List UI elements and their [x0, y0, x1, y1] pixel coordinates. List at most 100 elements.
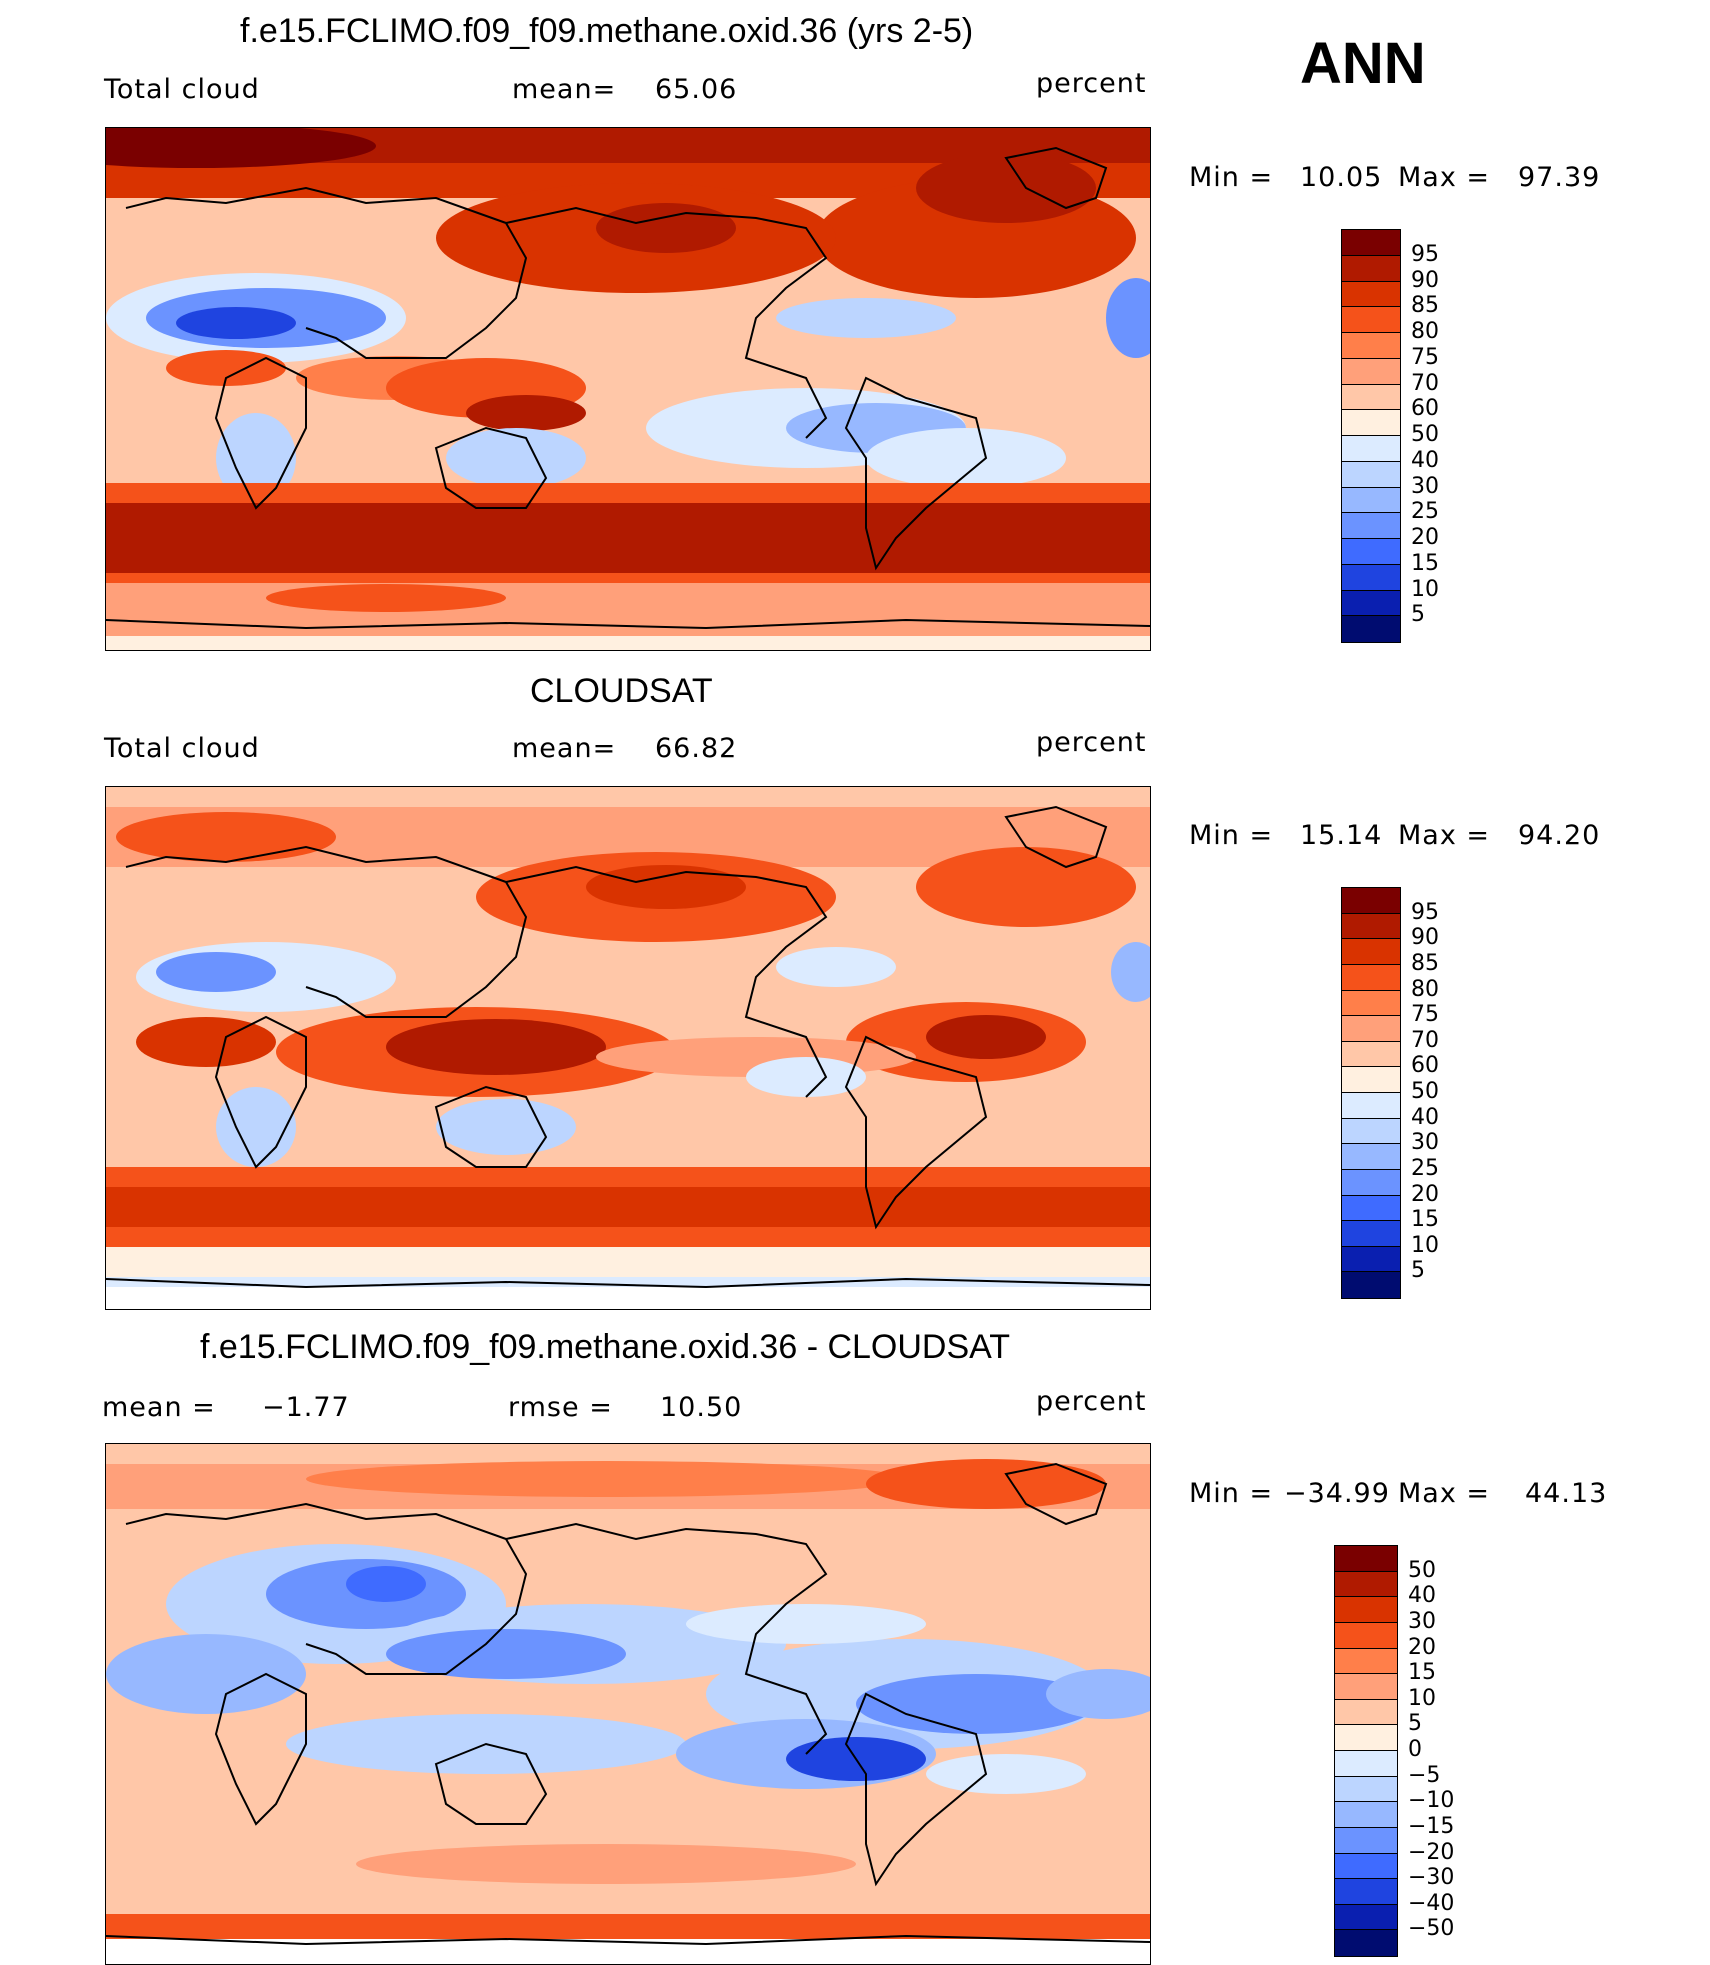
colorbar-tick-label: 75 [1411, 344, 1439, 370]
colorbar-tick-label: −20 [1408, 1839, 1455, 1865]
colorbar-swatch [1335, 1930, 1397, 1956]
colorbar-tick-label: 15 [1411, 1207, 1439, 1233]
panel-2-field-label: Total cloud [104, 733, 260, 764]
panel-3-min-value: −34.99 [1284, 1478, 1390, 1509]
panel-1-contour-field [106, 128, 1150, 650]
colorbar-swatch [1342, 1246, 1400, 1273]
colorbar-swatch [1342, 1221, 1400, 1247]
colorbar-tick-label: 60 [1411, 396, 1439, 422]
colorbar-tick-label: 5 [1411, 1258, 1425, 1284]
colorbar-swatch [1335, 1725, 1397, 1751]
colorbar-tick-label: 85 [1411, 293, 1439, 319]
colorbar-swatch [1335, 1699, 1397, 1726]
panel-3-rmse-value: 10.50 [660, 1392, 743, 1423]
panel-1-field-label: Total cloud [104, 74, 260, 105]
panel-3-min-label: Min = [1189, 1478, 1274, 1509]
colorbar-swatch [1335, 1904, 1397, 1931]
colorbar-tick-label: 50 [1408, 1557, 1436, 1583]
colorbar-tick-label: 30 [1411, 473, 1439, 499]
colorbar-swatch [1342, 913, 1400, 940]
panel-1-colorbar [1341, 229, 1401, 643]
colorbar-swatch [1342, 461, 1400, 488]
colorbar-swatch [1342, 230, 1400, 256]
colorbar-tick-label: 60 [1411, 1053, 1439, 1079]
colorbar-swatch [1342, 990, 1400, 1017]
colorbar-swatch [1342, 358, 1400, 385]
colorbar-swatch [1342, 513, 1400, 539]
panel-2-max-value: 94.20 [1518, 820, 1601, 851]
colorbar-swatch [1342, 410, 1400, 436]
season-label: ANN [1300, 31, 1426, 96]
colorbar-tick-label: 10 [1408, 1685, 1436, 1711]
colorbar-tick-label: 0 [1408, 1737, 1422, 1762]
panel-3-contour-field [106, 1444, 1150, 1964]
panel-1-mean-value: 65.06 [655, 74, 738, 105]
colorbar-tick-label: 70 [1411, 370, 1439, 396]
colorbar-swatch [1335, 1802, 1397, 1828]
panel-3-mean-label: mean = [102, 1392, 216, 1423]
colorbar-swatch [1335, 1571, 1397, 1598]
colorbar-swatch [1342, 487, 1400, 514]
panel-1-min-label: Min = [1189, 162, 1274, 193]
colorbar-tick-label: 95 [1411, 899, 1439, 925]
panel-3-max-value: 44.13 [1525, 1478, 1608, 1509]
colorbar-swatch [1342, 1144, 1400, 1170]
colorbar-swatch [1342, 1016, 1400, 1042]
colorbar-tick-label: 25 [1411, 499, 1439, 525]
panel-2-map [105, 786, 1151, 1310]
panel-2-units: percent [1036, 727, 1147, 758]
colorbar-swatch [1335, 1776, 1397, 1803]
colorbar-swatch [1342, 1041, 1400, 1068]
colorbar-tick-label: −40 [1408, 1890, 1455, 1916]
colorbar-swatch [1335, 1648, 1397, 1675]
colorbar-tick-label: 30 [1408, 1608, 1436, 1634]
colorbar-tick-label: 10 [1411, 1232, 1439, 1258]
panel-3-mean-value: −1.77 [262, 1392, 350, 1423]
colorbar-tick-label: 30 [1411, 1130, 1439, 1156]
colorbar-tick-label: −10 [1408, 1788, 1455, 1814]
colorbar-swatch [1335, 1546, 1397, 1572]
colorbar-tick-label: 50 [1411, 1079, 1439, 1104]
panel-2-title: CLOUDSAT [530, 672, 713, 710]
colorbar-tick-label: 15 [1408, 1660, 1436, 1686]
panel-1-mean-label: mean= [512, 74, 617, 105]
colorbar-tick-label: −15 [1408, 1813, 1455, 1839]
colorbar-tick-label: 70 [1411, 1027, 1439, 1053]
colorbar-tick-label: 95 [1411, 241, 1439, 267]
colorbar-tick-label: 5 [1408, 1711, 1422, 1737]
colorbar-swatch [1342, 255, 1400, 282]
colorbar-swatch [1342, 590, 1400, 617]
colorbar-tick-label: 80 [1411, 976, 1439, 1002]
colorbar-swatch [1342, 1093, 1400, 1119]
colorbar-swatch [1342, 616, 1400, 642]
colorbar-tick-label: 90 [1411, 925, 1439, 951]
colorbar-tick-label: 75 [1411, 1002, 1439, 1028]
colorbar-swatch [1342, 307, 1400, 333]
colorbar-swatch [1342, 436, 1400, 462]
colorbar-swatch [1335, 1827, 1397, 1854]
colorbar-tick-label: 85 [1411, 950, 1439, 976]
panel-2-max-label: Max = [1398, 820, 1491, 851]
colorbar-swatch [1335, 1674, 1397, 1700]
panel-2-mean-label: mean= [512, 733, 617, 764]
panel-1-units: percent [1036, 68, 1147, 99]
colorbar-swatch [1342, 281, 1400, 308]
colorbar-swatch [1342, 1118, 1400, 1145]
colorbar-swatch [1342, 333, 1400, 359]
panel-1-map [105, 127, 1151, 651]
colorbar-tick-label: 40 [1411, 447, 1439, 473]
colorbar-tick-label: −5 [1408, 1762, 1441, 1788]
colorbar-tick-label: 20 [1411, 525, 1439, 550]
colorbar-tick-label: 10 [1411, 576, 1439, 602]
colorbar-tick-label: 90 [1411, 267, 1439, 293]
colorbar-tick-label: 40 [1411, 1104, 1439, 1130]
colorbar-swatch [1342, 1195, 1400, 1222]
colorbar-swatch [1335, 1597, 1397, 1623]
colorbar-tick-label: 50 [1411, 422, 1439, 447]
panel-1-min-value: 10.05 [1300, 162, 1383, 193]
panel-3-colorbar [1334, 1545, 1398, 1957]
colorbar-swatch [1342, 564, 1400, 591]
colorbar-tick-label: −30 [1408, 1865, 1455, 1891]
panel-1-title: f.e15.FCLIMO.f09_f09.methane.oxid.36 (yr… [240, 12, 974, 50]
panel-3-units: percent [1036, 1386, 1147, 1417]
